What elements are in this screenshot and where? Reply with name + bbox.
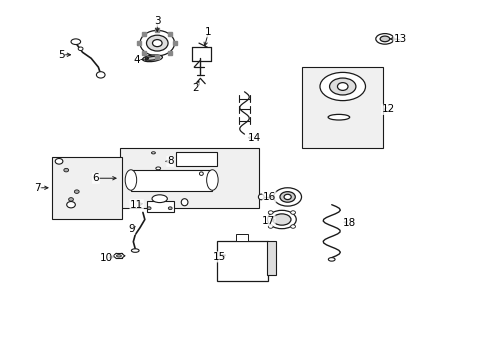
Text: 9: 9 xyxy=(128,224,134,234)
Text: 6: 6 xyxy=(92,173,99,183)
Ellipse shape xyxy=(151,152,155,154)
Ellipse shape xyxy=(267,210,296,229)
Ellipse shape xyxy=(272,214,290,225)
Ellipse shape xyxy=(66,202,75,208)
Text: 12: 12 xyxy=(381,104,394,114)
Bar xyxy=(52,157,122,219)
Ellipse shape xyxy=(290,211,295,214)
Text: 16: 16 xyxy=(262,192,276,202)
Text: 15: 15 xyxy=(212,252,226,262)
Ellipse shape xyxy=(156,167,160,170)
Text: 7: 7 xyxy=(34,183,41,193)
Bar xyxy=(131,170,212,190)
Ellipse shape xyxy=(74,190,79,193)
Text: 1: 1 xyxy=(205,27,211,37)
Ellipse shape xyxy=(337,83,347,90)
Ellipse shape xyxy=(258,194,264,200)
Ellipse shape xyxy=(379,36,389,42)
Ellipse shape xyxy=(147,207,151,210)
Ellipse shape xyxy=(55,158,63,164)
Bar xyxy=(266,241,275,275)
Ellipse shape xyxy=(328,258,334,261)
Ellipse shape xyxy=(152,40,162,47)
Ellipse shape xyxy=(116,255,121,257)
Bar xyxy=(147,201,173,212)
Ellipse shape xyxy=(78,47,83,50)
Bar xyxy=(217,241,267,281)
Ellipse shape xyxy=(284,194,291,199)
Ellipse shape xyxy=(329,78,355,95)
Ellipse shape xyxy=(273,188,301,206)
Ellipse shape xyxy=(268,211,272,214)
Ellipse shape xyxy=(280,192,295,202)
Text: 14: 14 xyxy=(247,133,260,143)
Ellipse shape xyxy=(125,170,136,190)
Bar xyxy=(120,148,258,208)
Ellipse shape xyxy=(96,72,105,78)
Ellipse shape xyxy=(131,249,139,252)
Ellipse shape xyxy=(145,56,159,60)
Ellipse shape xyxy=(146,35,168,51)
Ellipse shape xyxy=(199,172,203,175)
Text: 8: 8 xyxy=(166,156,173,166)
Ellipse shape xyxy=(168,207,172,210)
Bar xyxy=(176,152,217,166)
Text: 17: 17 xyxy=(261,216,275,226)
Text: 13: 13 xyxy=(393,34,406,44)
Ellipse shape xyxy=(206,170,218,190)
Ellipse shape xyxy=(142,55,162,62)
Ellipse shape xyxy=(327,114,349,120)
Text: 18: 18 xyxy=(343,218,356,228)
Ellipse shape xyxy=(140,30,174,56)
Text: 3: 3 xyxy=(154,16,160,26)
Text: 10: 10 xyxy=(100,253,113,263)
Ellipse shape xyxy=(268,225,272,228)
Ellipse shape xyxy=(319,72,365,100)
Text: 2: 2 xyxy=(192,83,199,93)
Ellipse shape xyxy=(181,199,187,206)
Ellipse shape xyxy=(152,195,167,203)
Text: 5: 5 xyxy=(58,50,64,60)
Text: 11: 11 xyxy=(130,200,143,210)
Ellipse shape xyxy=(64,168,68,172)
Bar xyxy=(236,234,247,241)
Bar xyxy=(302,67,383,148)
Ellipse shape xyxy=(71,39,81,45)
Ellipse shape xyxy=(375,33,393,44)
Ellipse shape xyxy=(290,225,295,228)
Ellipse shape xyxy=(68,198,73,201)
Text: 4: 4 xyxy=(133,55,140,65)
